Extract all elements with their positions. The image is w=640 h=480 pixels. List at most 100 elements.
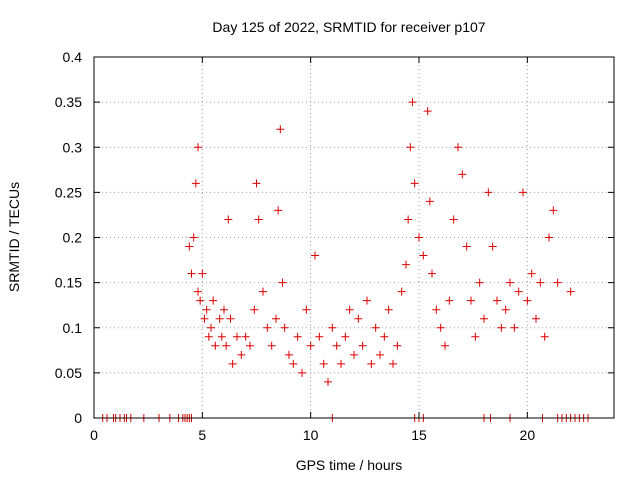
data-point (449, 215, 458, 224)
data-point (488, 242, 497, 251)
data-point (441, 341, 449, 350)
data-point (454, 143, 462, 152)
data-point (428, 269, 436, 278)
data-point (187, 269, 196, 278)
data-point (436, 323, 445, 332)
data-point (280, 323, 289, 332)
data-point (475, 278, 484, 287)
data-point (278, 278, 287, 287)
data-point (493, 296, 501, 305)
data-point (207, 323, 215, 332)
x-tick-label: 5 (198, 427, 206, 443)
data-point (204, 332, 213, 341)
data-point (389, 359, 397, 368)
data-point (423, 107, 432, 116)
data-point (254, 215, 263, 224)
data-point (341, 332, 350, 341)
y-tick-label: 0.35 (55, 94, 82, 110)
y-tick-label: 0.05 (55, 365, 82, 381)
data-point (358, 341, 367, 350)
data-point (202, 305, 211, 314)
data-point (215, 314, 224, 323)
data-point (191, 179, 200, 188)
data-point (419, 251, 428, 260)
data-point (324, 377, 332, 386)
data-point (397, 287, 406, 296)
data-point (228, 359, 237, 368)
data-point (311, 251, 319, 260)
data-point (380, 332, 389, 341)
x-tick-label: 0 (90, 427, 98, 443)
data-point (332, 341, 341, 350)
x-tick-label: 15 (411, 427, 427, 443)
data-point (337, 359, 345, 368)
data-point (467, 296, 475, 305)
data-point (276, 125, 285, 134)
grid-lines (94, 57, 614, 418)
data-point (298, 368, 306, 377)
data-point (319, 359, 328, 368)
data-point (371, 323, 380, 332)
x-tick-label: 10 (303, 427, 319, 443)
data-point (445, 296, 454, 305)
data-point (272, 314, 280, 323)
data-point (402, 260, 410, 269)
data-point (194, 287, 202, 296)
data-point (549, 206, 558, 215)
data-point (220, 305, 228, 314)
data-point (189, 233, 198, 242)
data-point (480, 314, 488, 323)
data-point (406, 143, 415, 152)
data-point (553, 278, 562, 287)
data-point (350, 350, 358, 359)
data-point (194, 143, 202, 152)
data-point (237, 350, 246, 359)
data-point (211, 341, 220, 350)
data-point (514, 287, 523, 296)
data-point (263, 323, 272, 332)
data-point (484, 188, 493, 197)
data-point (285, 350, 293, 359)
data-point (222, 341, 231, 350)
data-point (425, 197, 434, 206)
data-point (408, 98, 417, 107)
data-point (506, 278, 514, 287)
data-point (200, 314, 209, 323)
data-point (185, 242, 194, 251)
data-point (252, 179, 261, 188)
data-point (501, 305, 510, 314)
data-point (259, 287, 267, 296)
axis-ticks: 0 0.05 0.1 0.15 0.2 0.25 0.3 0.35 0.4 0 5 10 15 20 (55, 49, 614, 443)
data-point (226, 314, 235, 323)
data-point (566, 287, 575, 296)
data-point (241, 332, 250, 341)
data-point (209, 296, 218, 305)
data-point (393, 341, 402, 350)
data-point (471, 332, 480, 341)
data-point (250, 305, 259, 314)
chart-title: Day 125 of 2022, SRMTID for receiver p10… (212, 19, 485, 35)
data-point (328, 323, 337, 332)
data-point (404, 215, 413, 224)
data-point (354, 314, 363, 323)
data-point (363, 296, 371, 305)
data-point (196, 296, 205, 305)
y-tick-label: 0.25 (55, 184, 82, 200)
y-axis-label: SRMTID / TECUs (6, 182, 22, 292)
data-point (302, 305, 311, 314)
data-point (462, 242, 471, 251)
y-tick-label: 0.4 (63, 49, 83, 65)
data-point (519, 188, 527, 197)
y-tick-label: 0.3 (63, 139, 83, 155)
x-tick-label: 20 (520, 427, 536, 443)
data-point (510, 323, 519, 332)
data-point (384, 305, 393, 314)
data-point (532, 314, 540, 323)
data-point (289, 359, 298, 368)
data-point (527, 269, 536, 278)
data-point (345, 305, 354, 314)
data-point (293, 332, 302, 341)
data-points (185, 98, 575, 386)
y-tick-label: 0.1 (63, 320, 83, 336)
